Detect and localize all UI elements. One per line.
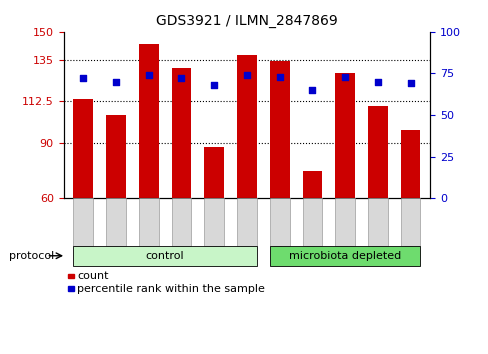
Bar: [204, 147, 224, 198]
Text: protocol: protocol: [8, 251, 54, 261]
Point: [341, 74, 348, 80]
Text: control: control: [145, 251, 184, 261]
Title: GDS3921 / ILMN_2847869: GDS3921 / ILMN_2847869: [156, 14, 337, 28]
Point: [275, 74, 283, 80]
Bar: [171, 68, 191, 198]
Point: [406, 81, 414, 86]
Bar: [139, 44, 158, 198]
Bar: [302, 171, 322, 198]
Bar: [73, 99, 93, 198]
Text: microbiota depleted: microbiota depleted: [288, 251, 401, 261]
Point: [144, 72, 152, 78]
Bar: [106, 115, 125, 198]
Point: [243, 72, 250, 78]
Bar: [237, 55, 256, 198]
Bar: [367, 106, 387, 198]
Bar: [400, 130, 420, 198]
Point: [177, 76, 185, 81]
Point: [373, 79, 381, 85]
Text: count: count: [77, 271, 108, 281]
Point: [210, 82, 218, 88]
Bar: [335, 74, 354, 198]
Text: percentile rank within the sample: percentile rank within the sample: [77, 284, 264, 293]
Point: [308, 87, 316, 93]
Bar: [269, 61, 289, 198]
Point: [79, 76, 87, 81]
Point: [112, 79, 120, 85]
